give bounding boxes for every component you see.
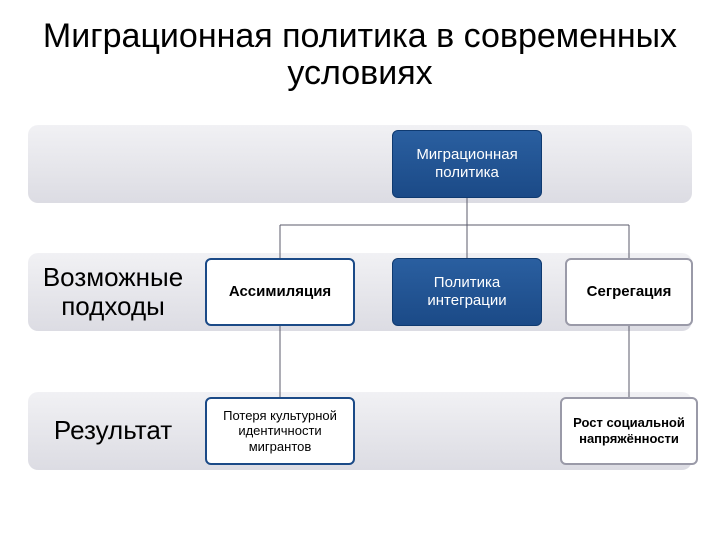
row-label-approaches: Возможные подходы bbox=[28, 263, 198, 320]
node-tension: Рост социальной напряжённости bbox=[560, 397, 698, 465]
page-title: Миграционная политика в современных усло… bbox=[0, 18, 720, 93]
node-tension-label: Рост социальной напряжённости bbox=[570, 415, 688, 446]
node-integration-label: Политика интеграции bbox=[401, 274, 533, 310]
node-segregation-label: Сегрегация bbox=[587, 283, 672, 301]
node-loss: Потеря культурной идентичности мигрантов bbox=[205, 397, 355, 465]
slide: Миграционная политика в современных усло… bbox=[0, 0, 720, 540]
node-assimilation: Ассимиляция bbox=[205, 258, 355, 326]
band-root bbox=[28, 125, 692, 203]
row-label-result: Результат bbox=[28, 416, 198, 445]
node-assimilation-label: Ассимиляция bbox=[229, 283, 331, 301]
node-integration: Политика интеграции bbox=[392, 258, 542, 326]
node-root: Миграционная политика bbox=[392, 130, 542, 198]
node-loss-label: Потеря культурной идентичности мигрантов bbox=[215, 408, 345, 455]
node-segregation: Сегрегация bbox=[565, 258, 693, 326]
node-root-label: Миграционная политика bbox=[401, 146, 533, 182]
